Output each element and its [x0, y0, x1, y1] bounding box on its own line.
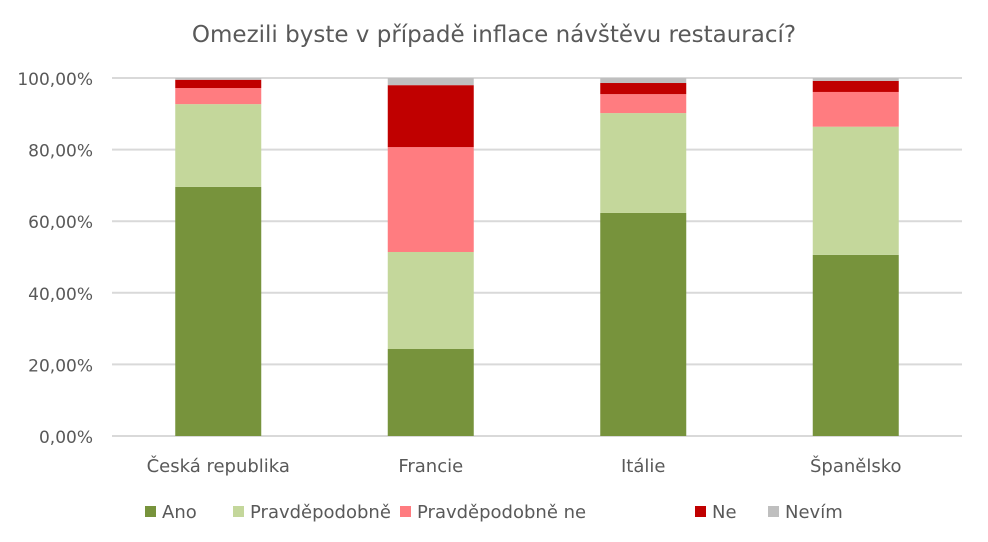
legend-label: Ne [712, 502, 737, 523]
bar-segment-pravd-podobn- [812, 126, 899, 255]
bar-segment-nev-m [812, 78, 899, 81]
bar-segment-pravd-podobn-ne [600, 94, 687, 114]
bar-segment-ne [812, 80, 899, 92]
x-tick-label: Itálie [621, 456, 665, 477]
y-tick-label: 40,00% [28, 285, 93, 305]
legend-swatch [145, 506, 156, 517]
bar-segment-pravd-podobn-ne [812, 91, 899, 127]
bar-segment-ano [812, 254, 899, 436]
legend-label: Ano [162, 502, 197, 523]
y-tick-label: 60,00% [28, 213, 93, 233]
bar-segment-pravd-podobn- [600, 113, 687, 213]
x-tick-label: Česká republika [147, 455, 290, 477]
legend-swatch [233, 506, 244, 517]
legend-swatch [768, 506, 779, 517]
bar-segment-pravd-podobn-ne [387, 147, 474, 252]
y-tick-label: 0,00% [39, 428, 93, 448]
bar-segment-pravd-podobn- [387, 251, 474, 350]
legend-label: Nevím [785, 502, 843, 523]
legend-swatch [695, 506, 706, 517]
bar-segment-ne [175, 79, 262, 89]
bar-segment-ne [600, 83, 687, 95]
bar-segment-ne [387, 85, 474, 148]
x-tick-label: Francie [398, 456, 463, 477]
bar-segment-ano [175, 186, 262, 436]
bar-segment-pravd-podobn-ne [175, 88, 262, 105]
bar-segment-nev-m [175, 78, 262, 80]
bar-segment-nev-m [387, 78, 474, 86]
legend-label: Pravděpodobně [250, 502, 391, 523]
legend-swatch [400, 506, 411, 517]
bar-segment-ano [600, 212, 687, 436]
chart-title: Omezili byste v případě inflace návštěvu… [192, 22, 796, 48]
legend-label: Pravděpodobně ne [417, 502, 586, 523]
x-tick-label: Španělsko [810, 455, 902, 477]
y-tick-label: 20,00% [28, 356, 93, 376]
y-tick-label: 100,00% [17, 70, 93, 90]
y-tick-label: 80,00% [28, 142, 93, 162]
bar-segment-ano [387, 349, 474, 436]
bar-segment-pravd-podobn- [175, 104, 262, 187]
bar-segment-nev-m [600, 78, 687, 84]
